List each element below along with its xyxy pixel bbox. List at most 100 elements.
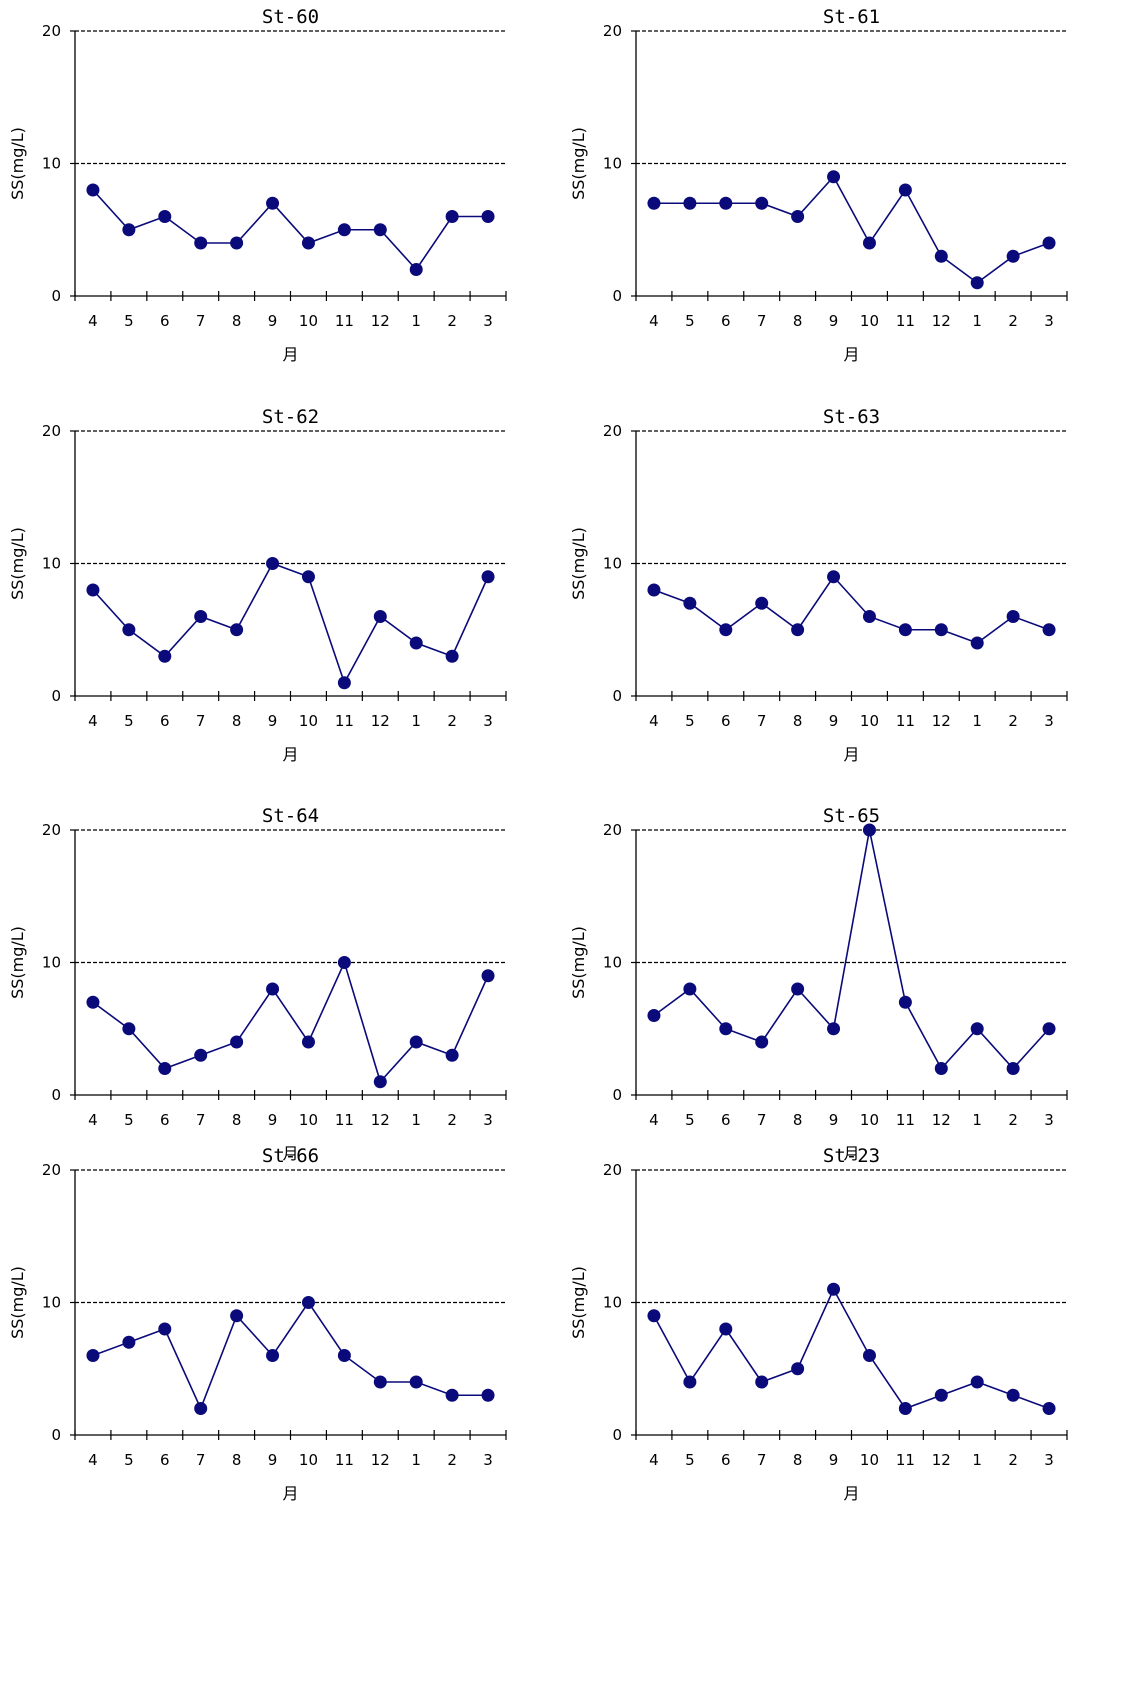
data-point xyxy=(647,196,661,210)
x-tick-label: 6 xyxy=(721,1451,731,1469)
x-tick-label: 7 xyxy=(757,1451,767,1469)
x-tick-label: 2 xyxy=(447,1111,457,1129)
x-tick-label: 3 xyxy=(1044,1111,1054,1129)
x-tick-label: 1 xyxy=(972,312,982,330)
data-point xyxy=(683,196,697,210)
x-tick-label: 12 xyxy=(371,712,390,730)
data-point xyxy=(266,196,280,210)
y-axis-title: SS(mg/L) xyxy=(8,127,27,200)
x-tick-label: 12 xyxy=(932,712,951,730)
series-line xyxy=(653,829,1050,1070)
x-tick-label: 1 xyxy=(972,1451,982,1469)
data-point xyxy=(683,982,697,996)
data-point xyxy=(373,1075,387,1089)
x-tick-label: 6 xyxy=(721,1111,731,1129)
x-tick-label: 3 xyxy=(1044,312,1054,330)
data-point xyxy=(122,1335,136,1349)
y-tick-label: 0 xyxy=(51,287,61,305)
x-tick-label: 11 xyxy=(896,712,915,730)
x-tick-label: 1 xyxy=(411,1111,421,1129)
data-point xyxy=(719,1022,733,1036)
series-line xyxy=(92,960,489,1084)
data-point xyxy=(122,623,136,637)
x-tick-label: 10 xyxy=(299,312,318,330)
y-tick-label: 0 xyxy=(612,1086,622,1104)
data-point xyxy=(827,1022,841,1036)
x-tick-label: 12 xyxy=(371,1111,390,1129)
data-point xyxy=(791,982,805,996)
data-point xyxy=(409,1375,423,1389)
x-tick-label: 4 xyxy=(649,1111,659,1129)
x-tick-label: 11 xyxy=(896,1111,915,1129)
y-tick-label: 10 xyxy=(603,555,622,573)
x-axis-title: 月 xyxy=(282,745,298,764)
data-point xyxy=(898,623,912,637)
data-point xyxy=(409,1035,423,1049)
x-tick-label: 8 xyxy=(232,712,242,730)
x-tick-label: 5 xyxy=(124,312,134,330)
data-point xyxy=(719,623,733,637)
data-point xyxy=(862,823,876,837)
data-point xyxy=(755,596,769,610)
x-tick-label: 4 xyxy=(649,712,659,730)
y-tick-label: 10 xyxy=(42,555,61,573)
x-tick-label: 9 xyxy=(268,1111,278,1129)
x-tick-label: 4 xyxy=(649,312,659,330)
data-point xyxy=(1006,1062,1020,1075)
x-tick-label: 7 xyxy=(757,712,767,730)
data-point xyxy=(230,1309,244,1323)
data-point xyxy=(898,1402,912,1415)
series-line xyxy=(653,575,1050,644)
data-point xyxy=(230,1035,244,1049)
x-tick-label: 8 xyxy=(793,312,803,330)
data-point xyxy=(647,1309,661,1323)
data-point xyxy=(337,956,351,969)
x-tick-label: 11 xyxy=(335,312,354,330)
x-tick-label: 1 xyxy=(411,1451,421,1469)
x-tick-label: 1 xyxy=(972,1111,982,1129)
data-point xyxy=(158,1322,172,1336)
chart-title: St-64 xyxy=(262,805,319,827)
x-tick-label: 5 xyxy=(124,1451,134,1469)
x-axis-title: 月 xyxy=(282,1144,298,1163)
x-tick-label: 2 xyxy=(1008,1451,1018,1469)
data-point xyxy=(86,1349,100,1362)
x-tick-label: 4 xyxy=(88,712,98,730)
x-tick-label: 6 xyxy=(160,1111,170,1129)
x-tick-label: 2 xyxy=(1008,712,1018,730)
x-tick-label: 10 xyxy=(299,1451,318,1469)
y-axis-title: SS(mg/L) xyxy=(569,127,588,200)
x-tick-label: 7 xyxy=(196,712,206,730)
data-point xyxy=(266,557,280,570)
x-tick-label: 10 xyxy=(860,1111,879,1129)
data-point xyxy=(194,610,208,623)
data-point xyxy=(445,1048,459,1062)
x-tick-label: 12 xyxy=(371,312,390,330)
data-point xyxy=(158,649,172,663)
data-point xyxy=(934,623,948,637)
y-axis-title: SS(mg/L) xyxy=(569,926,588,999)
x-tick-label: 6 xyxy=(160,1451,170,1469)
x-tick-label: 3 xyxy=(483,312,493,330)
data-point xyxy=(934,1062,948,1075)
series-line xyxy=(92,562,489,685)
data-point xyxy=(719,1322,733,1336)
y-tick-label: 0 xyxy=(51,1086,61,1104)
y-tick-label: 20 xyxy=(42,22,61,40)
x-tick-label: 3 xyxy=(483,1111,493,1129)
chart-title: St-60 xyxy=(262,6,319,28)
data-point xyxy=(122,1022,136,1036)
x-tick-label: 3 xyxy=(1044,1451,1054,1469)
x-tick-label: 4 xyxy=(88,1451,98,1469)
data-point xyxy=(970,636,984,650)
data-point xyxy=(194,236,208,250)
data-point xyxy=(266,1349,280,1362)
y-tick-label: 20 xyxy=(42,422,61,440)
x-tick-label: 6 xyxy=(160,712,170,730)
data-point xyxy=(647,583,661,597)
x-tick-label: 10 xyxy=(860,312,879,330)
